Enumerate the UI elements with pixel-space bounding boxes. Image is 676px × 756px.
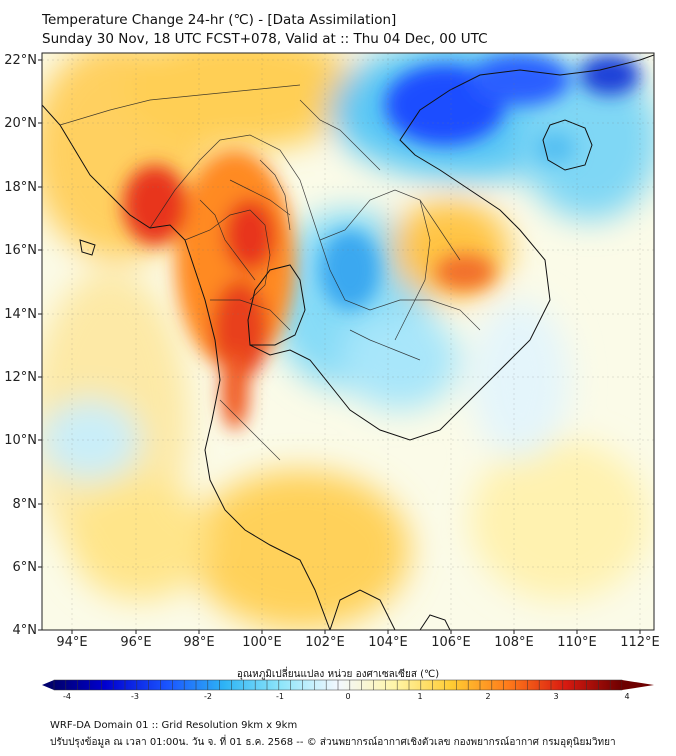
- admin-borders: [59, 84, 481, 461]
- colorbar-title: อุณหภูมิเปลี่ยนแปลง หน่วย องศาเซลเซียส (…: [236, 669, 440, 680]
- lat-label: 6°N: [13, 560, 38, 575]
- lat-label: 4°N: [13, 623, 38, 638]
- lon-label: 112°E: [620, 635, 660, 650]
- lon-label: 106°E: [431, 635, 471, 650]
- latitude-labels: 22°N 20°N 18°N 16°N 14°N 12°N 10°N 8°N 6…: [4, 53, 37, 638]
- longitude-labels: 94°E 96°E 98°E 100°E 102°E 104°E 106°E 1…: [56, 635, 659, 650]
- lon-label: 102°E: [305, 635, 345, 650]
- lon-label: 108°E: [494, 635, 534, 650]
- lon-label: 96°E: [120, 635, 151, 650]
- footer-model-info: WRF-DA Domain 01 :: Grid Resolution 9km …: [50, 720, 298, 731]
- lon-label: 110°E: [557, 635, 597, 650]
- chart-subtitle: Sunday 30 Nov, 18 UTC FCST+078, Valid at…: [42, 31, 488, 47]
- lon-label: 98°E: [183, 635, 214, 650]
- colorbar-tick-label: 0: [345, 692, 351, 701]
- lat-label: 22°N: [4, 53, 37, 68]
- lon-label: 100°E: [242, 635, 282, 650]
- axis-ticks: [38, 59, 641, 634]
- colorbar-tick-label: -2: [204, 692, 212, 701]
- chart-title: Temperature Change 24-hr (℃) - [Data Ass…: [42, 12, 397, 28]
- colorbar-tick-label: -4: [63, 692, 71, 701]
- colorbar-tick-label: 4: [624, 692, 630, 701]
- colorbar-tick-label: 2: [485, 692, 491, 701]
- map-frame: [41, 52, 655, 631]
- colorbar: [42, 679, 654, 691]
- lat-label: 10°N: [4, 433, 37, 448]
- lat-label: 16°N: [4, 243, 37, 258]
- lat-label: 8°N: [13, 497, 38, 512]
- colorbar-tick-label: -1: [276, 692, 284, 701]
- lat-label: 18°N: [4, 180, 37, 195]
- lat-label: 14°N: [4, 307, 37, 322]
- coastlines: [42, 54, 654, 630]
- colorbar-tick-label: -3: [131, 692, 139, 701]
- footer-credit: ปรับปรุงข้อมูล ณ เวลา 01:00น. วัน จ. ที่…: [50, 737, 616, 748]
- graticule: [42, 53, 654, 630]
- colorbar-tick-label: 1: [417, 692, 423, 701]
- lat-label: 20°N: [4, 116, 37, 131]
- lon-label: 104°E: [368, 635, 408, 650]
- colorbar-tick-label: 3: [553, 692, 559, 701]
- lon-label: 94°E: [56, 635, 87, 650]
- lat-label: 12°N: [4, 370, 37, 385]
- temperature-field: [42, 53, 654, 630]
